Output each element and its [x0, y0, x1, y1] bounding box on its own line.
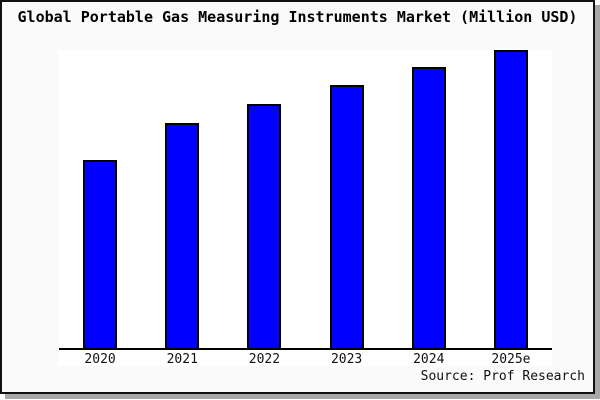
x-tick-label-2025e: 2025e — [491, 352, 531, 367]
x-tick-label-2024: 2024 — [413, 352, 445, 367]
bar-2022 — [247, 104, 282, 348]
bar-2021 — [165, 123, 200, 348]
bar-slot-2025e: 2025e — [470, 50, 552, 367]
plot-area: 2020 2021 2022 2023 2024 2025e — [59, 50, 552, 367]
bar-slot-2024: 2024 — [388, 50, 470, 367]
x-tick-label-2023: 2023 — [330, 352, 363, 367]
bar-slot-2021: 2021 — [141, 50, 223, 367]
bar-2023 — [329, 84, 364, 348]
bar-2025e — [493, 50, 528, 348]
x-tick-label-2020: 2020 — [84, 352, 116, 367]
bar-slot-2023: 2023 — [306, 50, 388, 367]
bars-container: 2020 2021 2022 2023 2024 2025e — [59, 50, 552, 367]
x-tick-label-2021: 2021 — [166, 352, 198, 367]
source-credit: Source: Prof Research — [420, 369, 585, 384]
chart-frame: Global Portable Gas Measuring Instrument… — [0, 0, 595, 394]
bar-slot-2020: 2020 — [59, 50, 141, 367]
bar-2020 — [83, 159, 118, 348]
x-tick-label-2022: 2022 — [248, 352, 281, 367]
chart-title: Global Portable Gas Measuring Instrument… — [17, 8, 578, 26]
bar-2024 — [411, 66, 446, 348]
x-axis-line — [59, 348, 552, 350]
bar-slot-2022: 2022 — [223, 50, 305, 367]
